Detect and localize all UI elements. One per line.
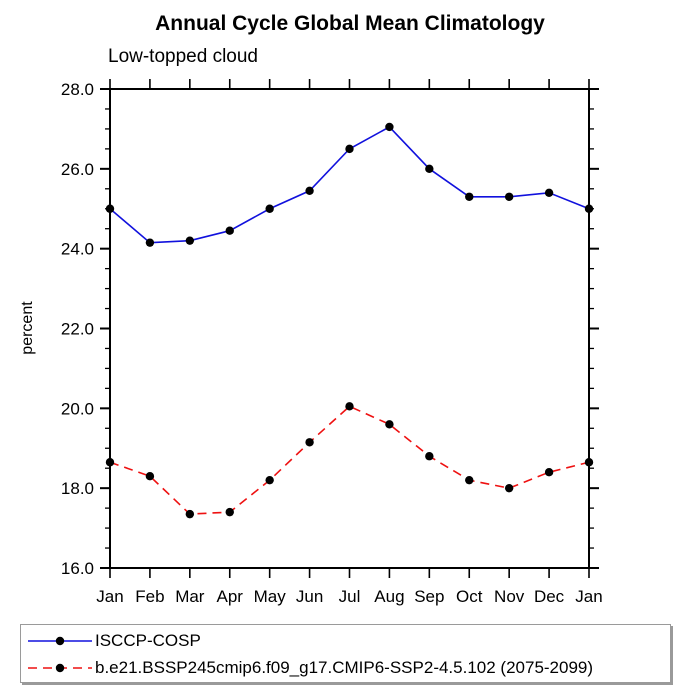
x-tick-label: Sep: [414, 587, 444, 606]
legend-item-isccp-cosp: ISCCP-COSP: [26, 631, 201, 651]
series-line: [109, 125, 590, 244]
data-point: [265, 475, 274, 485]
data-point: [265, 204, 274, 213]
data-point: [504, 192, 514, 201]
data-point: [544, 468, 554, 477]
x-tick-label: Dec: [534, 587, 565, 606]
plot-frame: [109, 88, 590, 569]
series-line: [109, 405, 590, 515]
data-point: [504, 483, 514, 493]
x-tick-label: Aug: [374, 587, 404, 606]
x-tick-label: Jun: [296, 587, 323, 606]
y-tick-label: 16.0: [61, 559, 94, 578]
x-tick-label: Jul: [339, 587, 361, 606]
y-tick-label: 22.0: [61, 320, 94, 339]
data-point: [385, 420, 394, 429]
data-point: [305, 186, 314, 195]
plot-area: Jan Feb Mar Apr May Jun Jul Aug Sep Oct Nov Dec Jan1…: [61, 79, 603, 606]
x-tick-label: May: [254, 587, 287, 606]
chart-title: Annual Cycle Global Mean Climatology: [155, 12, 545, 35]
legend-item-model-run: b.e21.BSSP245cmip6.f09_g17.CMIP6-SSP2-4.…: [26, 658, 593, 678]
data-point: [465, 192, 474, 201]
data-point: [345, 144, 354, 154]
data-point: [145, 238, 155, 247]
data-point: [584, 458, 594, 467]
y-tick-label: 20.0: [61, 399, 94, 418]
data-point: [425, 452, 434, 461]
x-tick-label: Jan: [96, 587, 123, 606]
x-tick-label: Apr: [217, 587, 244, 606]
chart-subtitle: Low-topped cloud: [108, 46, 258, 67]
legend-label: ISCCP-COSP: [95, 631, 201, 650]
data-point: [145, 471, 155, 481]
legend-label: b.e21.BSSP245cmip6.f09_g17.CMIP6-SSP2-4.…: [95, 658, 594, 677]
y-tick-label: 18.0: [61, 479, 94, 498]
legend-box: ISCCP-COSP b.e21.BSSP245cmip6.f09_g17.CM…: [20, 624, 671, 683]
data-point: [305, 438, 314, 447]
x-tick-label: Mar: [175, 587, 205, 606]
x-tick-label: Jan: [575, 587, 602, 606]
legend-line-sample-dashed-icon: [28, 663, 92, 673]
data-point: [225, 226, 234, 235]
data-point: [105, 204, 115, 213]
x-tick-label: Feb: [135, 587, 164, 606]
data-point: [544, 188, 554, 197]
data-point: [225, 507, 234, 517]
y-tick-label: 24.0: [61, 240, 94, 259]
data-point: [185, 509, 195, 519]
legend-line-sample-solid-icon: [28, 636, 92, 646]
data-point: [465, 475, 474, 485]
data-point: [425, 164, 434, 174]
data-point: [584, 204, 594, 213]
data-point: [345, 402, 354, 411]
x-tick-label: Nov: [494, 587, 525, 606]
data-point: [105, 458, 115, 467]
x-tick-label: Oct: [456, 587, 483, 606]
y-tick-label: 28.0: [61, 80, 94, 99]
data-point: [385, 122, 394, 132]
y-tick-label: 26.0: [61, 160, 94, 179]
data-point: [185, 236, 195, 245]
